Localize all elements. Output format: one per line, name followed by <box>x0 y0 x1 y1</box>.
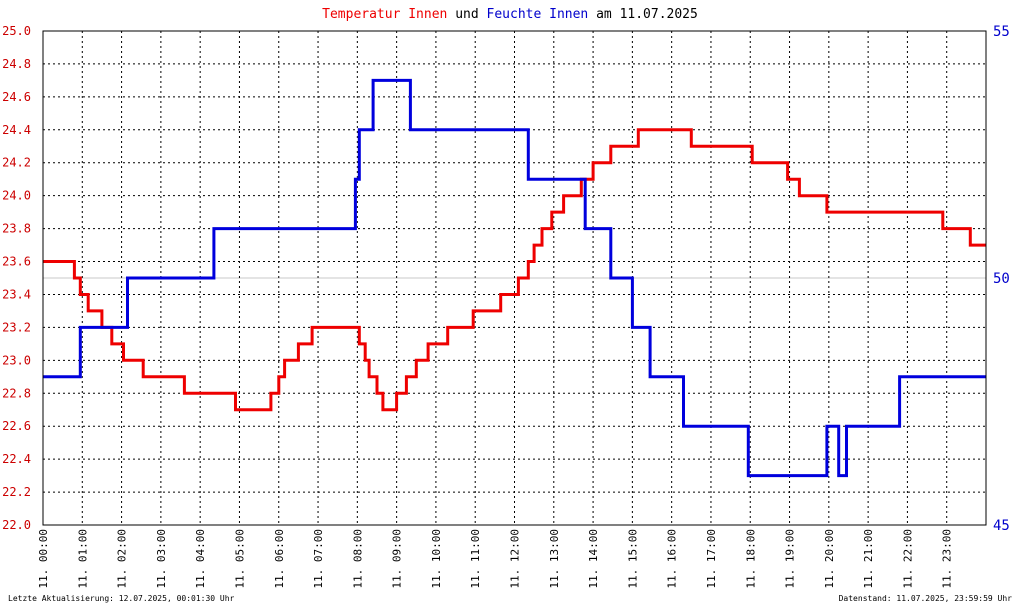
x-tick-label: 11. 17:00 <box>705 529 718 589</box>
y-left-tick-label: 23.0 <box>2 353 31 367</box>
y-left-tick-label: 22.6 <box>2 419 31 433</box>
y-left-tick-label: 23.4 <box>2 287 31 301</box>
humidity-series-line <box>43 78 986 478</box>
y-right-tick-label: 45 <box>993 518 1010 534</box>
temperature-series-line <box>43 128 986 412</box>
y-left-tick-label: 22.2 <box>2 485 31 499</box>
x-tick-label: 11. 00:00 <box>37 529 50 589</box>
chart-title: Temperatur Innen und Feuchte Innen am 11… <box>322 7 698 22</box>
title-part-humidity: Feuchte Innen <box>487 7 589 22</box>
x-tick-label: 11. 22:00 <box>901 529 914 589</box>
y-left-tick-label: 23.6 <box>2 255 31 269</box>
y-left-tick-label: 22.0 <box>2 518 31 532</box>
x-tick-label: 11. 02:00 <box>116 529 129 589</box>
y-left-tick-label: 24.6 <box>2 90 31 104</box>
x-tick-label: 11. 19:00 <box>784 529 797 589</box>
x-tick-label: 11. 08:00 <box>351 529 364 589</box>
y-left-tick-label: 24.4 <box>2 123 31 137</box>
y-left-tick-label: 25.0 <box>2 24 31 38</box>
x-tick-label: 11. 06:00 <box>273 529 286 589</box>
x-tick-label: 11. 14:00 <box>587 529 600 589</box>
x-tick-label: 11. 13:00 <box>548 529 561 589</box>
y-left-tick-label: 24.2 <box>2 156 31 170</box>
title-part-temperature: Temperatur Innen <box>322 7 447 22</box>
x-tick-label: 11. 21:00 <box>862 529 875 589</box>
x-tick-label: 11. 05:00 <box>233 529 246 589</box>
y-right-tick-label: 55 <box>993 24 1010 40</box>
x-tick-label: 11. 01:00 <box>76 529 89 589</box>
y-left-tick-label: 22.8 <box>2 386 31 400</box>
left-axis: 22.0 22.2 22.4 22.6 22.8 23.0 23.2 23.4 23.6 23.8… <box>2 24 31 532</box>
y-left-tick-label: 23.8 <box>2 222 31 236</box>
x-tick-label: 11. 03:00 <box>155 529 168 589</box>
y-left-tick-label: 23.2 <box>2 320 31 334</box>
x-tick-label: 11. 04:00 <box>194 529 207 589</box>
x-tick-label: 11. 16:00 <box>666 529 679 589</box>
y-left-tick-label: 22.4 <box>2 452 31 466</box>
right-axis: 45 50 55 <box>993 24 1010 534</box>
x-tick-label: 11. 12:00 <box>509 529 522 589</box>
x-axis: 11. 00:00 11. 01:00 11. 02:00 11. 03:00 11. … <box>37 529 954 589</box>
x-tick-label: 11. 20:00 <box>823 529 836 589</box>
x-tick-label: 11. 07:00 <box>312 529 325 589</box>
x-tick-label: 11. 10:00 <box>430 529 443 589</box>
x-tick-label: 11. 09:00 <box>391 529 404 589</box>
y-left-tick-label: 24.8 <box>2 57 31 71</box>
y-right-tick-label: 50 <box>993 271 1010 287</box>
title-part-und: und <box>447 7 486 22</box>
x-tick-label: 11. 15:00 <box>626 529 639 589</box>
x-tick-label: 11. 23:00 <box>941 529 954 589</box>
plot-frame <box>42 30 987 526</box>
series-layer <box>43 78 986 478</box>
title-part-date: am 11.07.2025 <box>588 7 698 22</box>
y-left-tick-label: 24.0 <box>2 189 31 203</box>
x-tick-label: 11. 18:00 <box>744 529 757 589</box>
footer-data-status: Datenstand: 11.07.2025, 23:59:59 Uhr <box>839 594 1013 603</box>
footer-last-update: Letzte Aktualisierung: 12.07.2025, 00:01… <box>8 594 235 603</box>
x-tick-label: 11. 11:00 <box>469 529 482 589</box>
